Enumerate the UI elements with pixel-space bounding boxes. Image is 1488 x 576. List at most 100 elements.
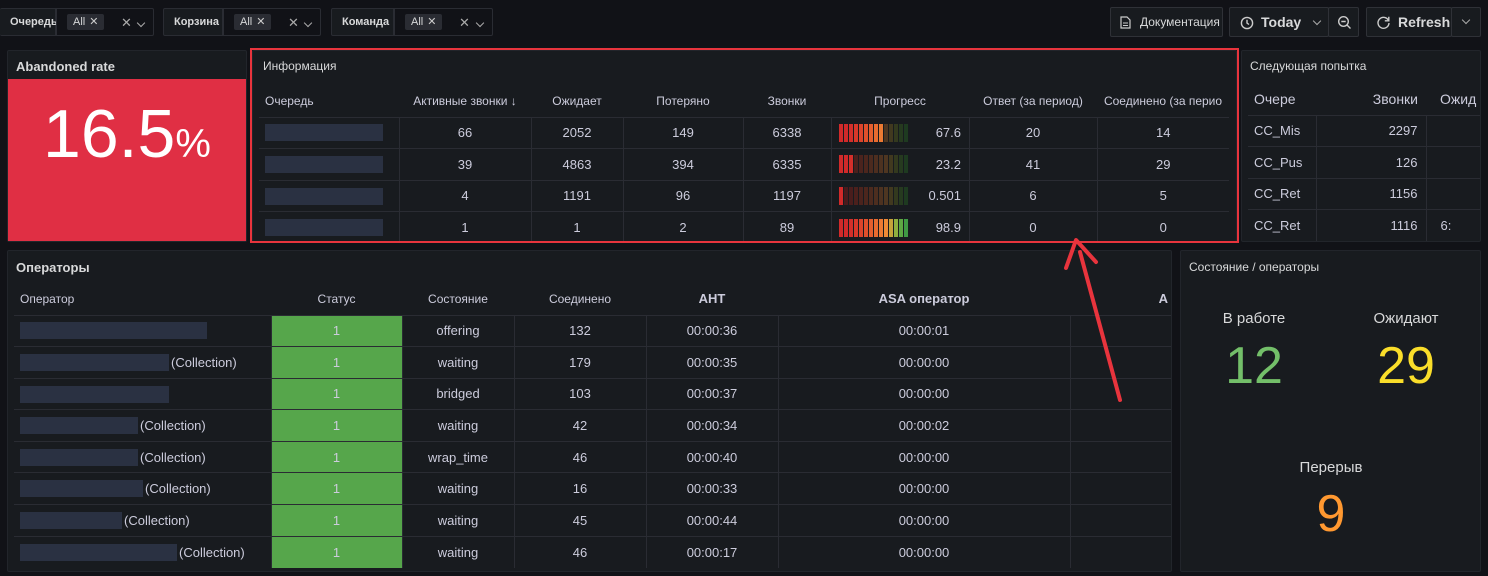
table-row: (Collection) 1 wrap_time 46 00:00:40 00:00:00 (14, 440, 1171, 473)
connected-cell: 103 (513, 377, 646, 410)
connected-cell: 16 (513, 472, 646, 505)
col-header-progress[interactable]: Прогресс (874, 93, 926, 108)
state-cell: waiting (401, 504, 514, 537)
col-header-asa[interactable]: ASA оператор (878, 291, 970, 307)
zoom-out-button[interactable] (1328, 7, 1359, 37)
state-cell: waiting (401, 346, 514, 379)
col-header-queue[interactable]: Очередь (265, 93, 314, 108)
gauge-segment (874, 218, 878, 237)
col-header-queue[interactable]: Очере (1254, 90, 1296, 107)
col-header-waiting[interactable]: Ожидает (552, 93, 602, 108)
var-chip-team[interactable]: All ✕ (405, 14, 443, 30)
col-header-connected[interactable]: Соединено (548, 291, 612, 306)
table-row: (Collection) 1 waiting 46 00:00:17 00:00:00 (14, 535, 1171, 568)
gauge-segment (874, 123, 878, 142)
clear-icon[interactable]: ✕ (459, 15, 470, 30)
state-value-waiting: 29 (1377, 337, 1435, 395)
gauge-segment (864, 123, 868, 142)
progress-gauge (839, 218, 909, 237)
annotation-highlight-box (250, 48, 1239, 243)
time-picker-button[interactable]: Today (1229, 7, 1329, 37)
aht-cell: 00:00:40 (645, 440, 778, 473)
queue-cell (259, 116, 399, 149)
refresh-button[interactable]: Refresh (1366, 7, 1452, 37)
col-header-wait[interactable]: Ожид (1440, 90, 1477, 107)
col-header-extra[interactable]: A (1158, 291, 1168, 307)
gauge-segment (874, 186, 878, 205)
gauge-segment (864, 186, 868, 205)
var-chip-basket[interactable]: All ✕ (234, 14, 272, 30)
chevron-down-icon[interactable] (1312, 16, 1322, 26)
gauge-segment (869, 186, 873, 205)
gauge-segment (859, 123, 863, 142)
chevron-down-icon[interactable] (1461, 15, 1471, 25)
col-header-answered[interactable]: Ответ (за период) (983, 93, 1083, 108)
queue-cell (259, 148, 399, 181)
state-value-break: 9 (1316, 485, 1346, 543)
chevron-down-icon[interactable] (303, 18, 313, 28)
gauge-segment (904, 218, 908, 237)
var-select-team[interactable]: All ✕ ✕ (394, 8, 493, 36)
state-cell: waiting (401, 472, 514, 505)
wait-cell: 6: (1425, 209, 1480, 241)
state-value-working: 12 (1225, 337, 1283, 395)
col-header-calls[interactable]: Звонки (767, 93, 807, 108)
state-label-waiting: Ожидают (1373, 310, 1439, 327)
gauge-segment (879, 218, 883, 237)
answered-cell: 0 (968, 211, 1097, 244)
chevron-down-icon[interactable] (136, 18, 146, 28)
gauge-segment (894, 155, 898, 174)
refresh-interval-button[interactable] (1451, 7, 1481, 37)
table-row: 1 1 2 89 98.9 0 0 (259, 211, 1229, 244)
gauge-segment (879, 186, 883, 205)
lost-cell: 96 (622, 179, 743, 212)
gauge-segment (899, 218, 903, 237)
lost-cell: 149 (622, 116, 743, 149)
state-cell: waiting (401, 535, 514, 568)
clear-icon[interactable]: ✕ (121, 15, 132, 30)
redacted-name (20, 322, 207, 340)
col-header-connected[interactable]: Соединено (за перио (1103, 93, 1223, 108)
calls-cell: 89 (742, 211, 831, 244)
var-chip-queue[interactable]: All ✕ (67, 14, 105, 30)
gauge-segment (854, 218, 858, 237)
annotation-arrow-icon (1064, 238, 1122, 402)
chevron-down-icon[interactable] (475, 18, 485, 28)
waiting-cell: 1 (530, 211, 623, 244)
col-header-active-calls[interactable]: Активные звонки ↓ (399, 85, 531, 117)
chip-remove-icon[interactable]: ✕ (256, 16, 266, 28)
col-header-status[interactable]: Статус (317, 291, 356, 306)
next-attempt-panel: Следующая попытка Очере Звонки Ожид CC_M… (1241, 50, 1481, 242)
abandoned-rate-panel: Abandoned rate 16.5% (7, 50, 247, 242)
var-select-queue[interactable]: All ✕ ✕ (56, 8, 154, 36)
progress-cell: 98.9 (830, 211, 969, 244)
active-calls-cell: 39 (398, 148, 531, 181)
gauge-segment (889, 218, 893, 237)
gauge-segment (844, 186, 848, 205)
gauge-segment (889, 186, 893, 205)
col-header-aht[interactable]: AHT (698, 291, 726, 307)
chip-remove-icon[interactable]: ✕ (427, 16, 437, 28)
var-select-basket[interactable]: All ✕ ✕ (223, 8, 321, 36)
calls-cell: 6338 (742, 116, 831, 149)
col-header-calls[interactable]: Звонки (1372, 90, 1418, 107)
col-header-lost[interactable]: Потеряно (656, 93, 710, 108)
calls-cell: 126 (1315, 146, 1426, 179)
lost-cell: 2 (622, 211, 743, 244)
calls-cell: 6335 (742, 148, 831, 181)
gauge-segment (889, 123, 893, 142)
gauge-segment (869, 218, 873, 237)
col-header-operator[interactable]: Оператор (20, 291, 75, 306)
calls-cell: 1116 (1315, 209, 1426, 241)
table-row: (Collection) 1 waiting 45 00:00:44 00:00:00 (14, 504, 1171, 537)
col-header-state[interactable]: Состояние (428, 291, 488, 306)
gauge-segment (894, 218, 898, 237)
state-cell: wrap_time (401, 440, 514, 473)
documentation-button[interactable]: Документация (1110, 7, 1223, 37)
connected-cell: 5 (1096, 179, 1229, 212)
clear-icon[interactable]: ✕ (288, 15, 299, 30)
chip-remove-icon[interactable]: ✕ (89, 16, 99, 28)
table-row: (Collection) 1 waiting 179 00:00:35 00:00:00 (14, 346, 1171, 379)
zoom-out-icon (1337, 15, 1351, 29)
connected-cell: 0 (1096, 211, 1229, 244)
